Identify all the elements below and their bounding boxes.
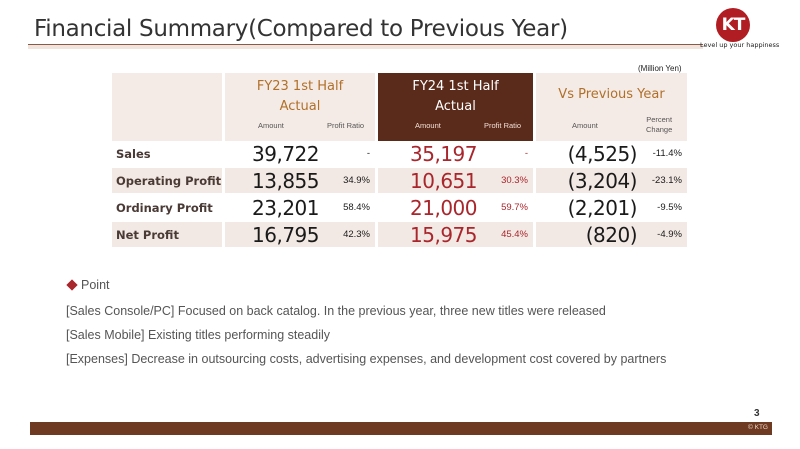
page-title: Financial Summary(Compared to Previous Y… (34, 16, 568, 42)
point-line: [Sales Console/PC] Focused on back catal… (66, 304, 606, 318)
header-fy24-title-line1: FY24 1st Half (412, 79, 499, 94)
header-fy23-title: FY23 1st Half Actual (225, 77, 375, 117)
fy23-ratio: 58.4% (323, 195, 375, 220)
table-row: Operating Profit 13,855 34.9% 10,651 30.… (112, 168, 687, 193)
vs-amount: (4,525) (536, 141, 641, 166)
company-logo: KT Level up your happiness (700, 8, 780, 50)
fy23-amount: 23,201 (225, 195, 323, 220)
header-vs-pct-line1: Percent (646, 115, 673, 124)
copyright: © KTG (748, 424, 768, 431)
footer-bar: © KTG (30, 422, 772, 435)
fy24-ratio: 45.4% (481, 222, 533, 247)
row-label: Operating Profit (112, 168, 222, 193)
page-number: 3 (754, 408, 760, 419)
diamond-bullet-icon (66, 279, 78, 291)
point-heading: Point (81, 278, 110, 292)
table-row: Ordinary Profit 23,201 58.4% 21,000 59.7… (112, 195, 687, 220)
vs-pct: -23.1% (641, 168, 687, 193)
point-line: [Expenses] Decrease in outsourcing costs… (66, 352, 667, 366)
point-section: Point [Sales Console/PC] Focused on back… (66, 278, 666, 371)
header-vs-amount: Amount (572, 121, 598, 130)
fy24-amount: 21,000 (378, 195, 481, 220)
header-fy23: FY23 1st Half Actual Amount Profit Ratio (225, 73, 375, 141)
row-label: Net Profit (112, 222, 222, 247)
fy24-ratio: - (481, 141, 533, 166)
header-fy24-amount: Amount (415, 121, 441, 130)
vs-amount: (3,204) (536, 168, 641, 193)
header-label-cell (112, 73, 222, 141)
fy23-amount: 13,855 (225, 168, 323, 193)
point-heading-row: Point (66, 278, 666, 292)
header-fy23-title-line2: Actual (279, 99, 321, 114)
header-fy23-title-line1: FY23 1st Half (256, 79, 344, 94)
unit-label: (Million Yen) (638, 64, 682, 73)
header-fy24-title-line2: Actual (435, 99, 476, 114)
header-fy23-ratio: Profit Ratio (327, 121, 365, 130)
header-fy23-amount: Amount (258, 121, 284, 130)
fy24-amount: 35,197 (378, 141, 481, 166)
row-label: Ordinary Profit (112, 195, 222, 220)
fy24-ratio: 59.7% (481, 195, 533, 220)
fy23-ratio: 34.9% (323, 168, 375, 193)
header-vs-previous: Vs Previous Year Amount Percent Change (536, 73, 687, 141)
header-fy24: FY24 1st Half Actual Amount Profit Ratio (378, 73, 533, 141)
header-vs-title: Vs Previous Year (558, 87, 665, 102)
financial-summary-table: FY23 1st Half Actual Amount Profit Ratio… (112, 73, 687, 247)
vs-pct: -4.9% (641, 222, 687, 247)
point-line: [Sales Mobile] Existing titles performin… (66, 328, 331, 342)
table-header: FY23 1st Half Actual Amount Profit Ratio… (112, 73, 687, 141)
fy23-amount: 16,795 (225, 222, 323, 247)
header-vs-pct: Percent Change (646, 115, 672, 135)
header-fy24-title: FY24 1st Half Actual (378, 77, 533, 117)
header-vs-pct-line2: Change (646, 125, 673, 134)
table-row: Sales 39,722 - 35,197 - (4,525) -11.4% (112, 141, 687, 166)
header-fy24-ratio: Profit Ratio (484, 121, 522, 130)
vs-amount: (820) (536, 222, 641, 247)
fy23-ratio: 42.3% (323, 222, 375, 247)
vs-pct: -11.4% (641, 141, 687, 166)
fy24-ratio: 30.3% (481, 168, 533, 193)
title-underline-line (28, 44, 703, 45)
fy24-amount: 10,651 (378, 168, 481, 193)
fy23-ratio: - (323, 141, 375, 166)
title-underline (28, 44, 703, 49)
table-row: Net Profit 16,795 42.3% 15,975 45.4% (82… (112, 222, 687, 247)
tagline: Level up your happiness (700, 41, 780, 49)
fy23-amount: 39,722 (225, 141, 323, 166)
row-label: Sales (112, 141, 222, 166)
vs-amount: (2,201) (536, 195, 641, 220)
kt-logo-icon: KT (716, 8, 750, 42)
vs-pct: -9.5% (641, 195, 687, 220)
fy24-amount: 15,975 (378, 222, 481, 247)
